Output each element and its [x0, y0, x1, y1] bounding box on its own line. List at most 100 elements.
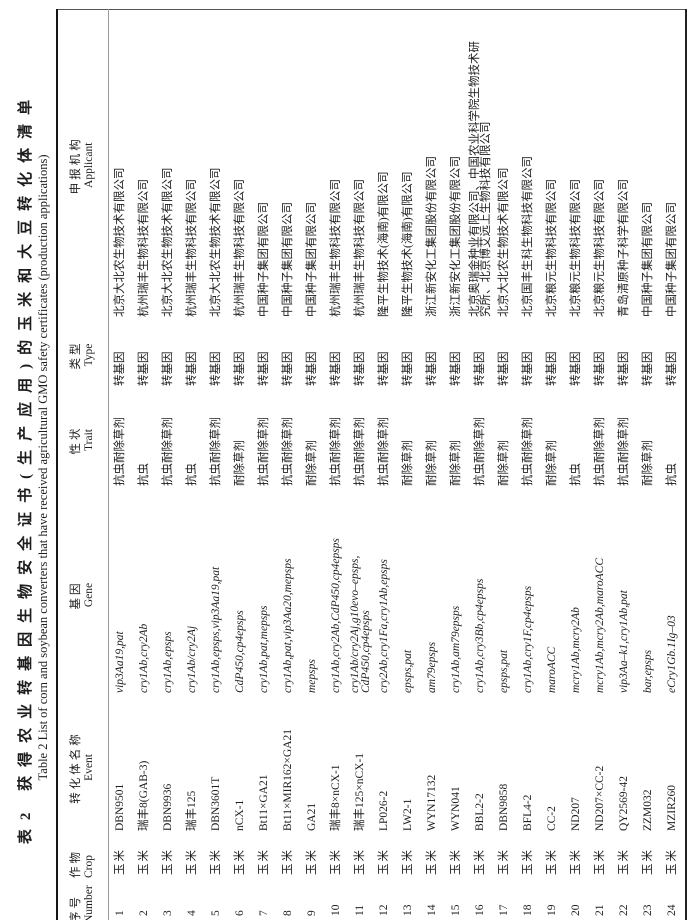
cell-applicant: 北京粮元生物科技有限公司	[546, 179, 559, 317]
cell-applicant: 杭州瑞丰生物科技有限公司	[186, 179, 199, 317]
cell-applicant: 北京粮元生物科技有限公司	[570, 179, 583, 317]
cell-trait: 耐除草剂	[642, 440, 655, 486]
table-row: 21 玉米 ND207×CC-2 mcry1Ab,mcry2Ab,maroACC…	[589, 10, 613, 920]
cell-trait: 抗虫	[570, 463, 583, 486]
cell-event: Bt11×GA21	[258, 774, 271, 831]
cell-applicant: 北京大北农生物技术有限公司	[162, 167, 175, 318]
cell-event: DBN9501	[114, 783, 127, 831]
cell-applicant: 中国种子集团有限公司	[282, 202, 295, 317]
cell-type: 转基因	[114, 351, 127, 387]
cell-event: 瑞丰8(GAB-3)	[138, 760, 151, 831]
cell-type: 转基因	[258, 351, 271, 387]
cell-gene: mcry1Ab,mcry2Ab	[570, 607, 583, 693]
cell-number: 2	[138, 910, 151, 916]
cell-event: GA21	[306, 802, 319, 831]
cell-trait: 抗虫耐除草剂	[474, 417, 487, 486]
cell-gene: cry1Ab,epsps	[162, 631, 175, 693]
cell-number: 9	[306, 910, 319, 916]
cell-trait: 抗虫耐除草剂	[354, 417, 367, 486]
cell-type: 转基因	[546, 351, 559, 387]
col-header-type-zh: 类型	[70, 340, 82, 370]
cell-crop: 玉米	[498, 848, 511, 875]
cell-trait: 抗虫耐除草剂	[594, 417, 607, 486]
cell-event: CC-2	[546, 806, 559, 831]
cell-crop: 玉米	[546, 848, 559, 875]
cell-type: 转基因	[570, 351, 583, 387]
cell-type: 转基因	[378, 351, 391, 387]
col-header-type: 类型 Type	[57, 320, 109, 390]
cell-crop: 玉米	[570, 848, 583, 875]
cell-gene: cry1Ab,pat,mepsps	[258, 605, 271, 693]
cell-event: LW2-1	[402, 798, 415, 831]
cell-gene: vip3Aa19,pat	[114, 631, 127, 693]
cell-applicant: 中国种子集团有限公司	[666, 202, 679, 317]
cell-gene: eCry1Gb.1Ig–03	[666, 615, 679, 693]
cell-gene: cry2Ab,cry1Fa,cry1Ab,epsps	[378, 559, 391, 693]
cell-crop: 玉米	[330, 848, 343, 875]
table-row: 7 玉米 Bt11×GA21 cry1Ab,pat,mepsps 抗虫耐除草剂 …	[253, 10, 277, 920]
table-body: 1 玉米 DBN9501 vip3Aa19,pat 抗虫耐除草剂 转基因 北京大…	[109, 10, 687, 920]
col-header-applicant-en: Applicant	[83, 142, 95, 188]
table-row: 10 玉米 瑞丰8×nCX-1 cry1Ab,cry2Ab,CdP450,cp4…	[325, 10, 349, 920]
cell-crop: 玉米	[618, 848, 631, 875]
col-header-applicant: 申报机构 Applicant	[57, 10, 109, 320]
table-row: 16 玉米 BBL2-2 cry1Ab,cry3Bb,cp4epsps 抗虫耐除…	[469, 10, 493, 920]
table-row: 6 玉米 nCX-1 CdP450,cp4epsps 耐除草剂 转基因 杭州瑞丰…	[229, 10, 253, 920]
cell-number: 12	[378, 904, 391, 917]
table-row: 2 玉米 瑞丰8(GAB-3) cry1Ab,cry2Ab 抗虫 转基因 杭州瑞…	[133, 10, 157, 920]
col-header-gene: 基因 Gene	[57, 490, 109, 700]
cell-gene: cry1Ab,pat,vip3Aa20,mepsps	[282, 558, 295, 693]
cell-type: 转基因	[474, 351, 487, 387]
cell-gene: cry1Ab,epsps,vip3Aa19,pat	[210, 566, 223, 693]
cell-applicant: 北京大北农生物技术有限公司	[114, 167, 127, 318]
table-title-zh: 表2 获得农业转基因生物安全证书(生产应用)的玉米和大豆转化体清单	[18, 90, 34, 845]
cell-event: ND207×CC-2	[594, 765, 607, 831]
cell-crop: 玉米	[354, 848, 367, 875]
cell-crop: 玉米	[114, 848, 127, 875]
cell-number: 14	[426, 904, 439, 917]
cell-type: 转基因	[426, 351, 439, 387]
rotated-table-block: 表2 获得农业转基因生物安全证书(生产应用)的玉米和大豆转化体清单 Table …	[18, 9, 692, 920]
cell-trait: 抗虫耐除草剂	[282, 417, 295, 486]
cell-applicant: 浙江新安化工集团股份有限公司	[450, 156, 463, 317]
cell-event: Bt11×MIR162×GA21	[282, 729, 295, 831]
col-header-gene-en: Gene	[83, 582, 95, 608]
table-row: 9 玉米 GA21 mepsps 耐除草剂 转基因 中国种子集团有限公司	[301, 10, 325, 920]
cell-type: 转基因	[162, 351, 175, 387]
table-row: 1 玉米 DBN9501 vip3Aa19,pat 抗虫耐除草剂 转基因 北京大…	[109, 10, 134, 920]
cell-gene: cry1Ab,cry2Ab,CdP450,cp4epsps	[330, 538, 343, 693]
cell-trait: 耐除草剂	[498, 440, 511, 486]
cell-gene: cry1Ab,cry2Ab	[138, 623, 151, 693]
table-row: 11 玉米 瑞丰125×nCX-1 cry1Ab/cry2Aj,g10evo–e…	[349, 10, 373, 920]
cell-type: 转基因	[618, 351, 631, 387]
cell-trait: 耐除草剂	[450, 440, 463, 486]
cell-trait: 抗虫耐除草剂	[258, 417, 271, 486]
cell-crop: 玉米	[138, 848, 151, 875]
cell-gene: mepsps	[306, 659, 319, 693]
cell-event: BFL4-2	[522, 794, 535, 831]
cell-crop: 玉米	[378, 848, 391, 875]
cell-type: 转基因	[306, 351, 319, 387]
cell-number: 15	[450, 904, 463, 917]
cell-number: 5	[210, 910, 223, 916]
cell-number: 24	[666, 904, 679, 917]
cell-type: 转基因	[354, 351, 367, 387]
col-header-gene-zh: 基因	[70, 580, 82, 610]
col-header-number-en: Number	[83, 885, 95, 920]
cell-applicant: 隆平生物技术(海南)有限公司	[402, 171, 415, 317]
cell-applicant: 杭州瑞丰生物科技有限公司	[234, 179, 247, 317]
cell-applicant: 隆平生物技术(海南)有限公司	[378, 171, 391, 317]
cell-trait: 耐除草剂	[306, 440, 319, 486]
cell-type: 转基因	[642, 351, 655, 387]
cell-trait: 抗虫	[666, 463, 679, 486]
col-header-trait-zh: 性状	[70, 425, 82, 455]
cell-type: 转基因	[282, 351, 295, 387]
cell-trait: 抗虫耐除草剂	[114, 417, 127, 486]
cell-crop: 玉米	[522, 848, 535, 875]
table-row: 23 玉米 ZZM032 bar,epsps 耐除草剂 转基因 中国种子集团有限…	[637, 10, 661, 920]
col-header-crop-en: Crop	[83, 855, 95, 878]
cell-number: 20	[570, 904, 583, 917]
table-row: 3 玉米 DBN9936 cry1Ab,epsps 抗虫耐除草剂 转基因 北京大…	[157, 10, 181, 920]
cell-gene: cry1Ab/cry2Aj,g10evo–epsps, CdP450,cp4ep…	[348, 555, 373, 693]
col-header-number-zh: 序号	[70, 894, 82, 920]
